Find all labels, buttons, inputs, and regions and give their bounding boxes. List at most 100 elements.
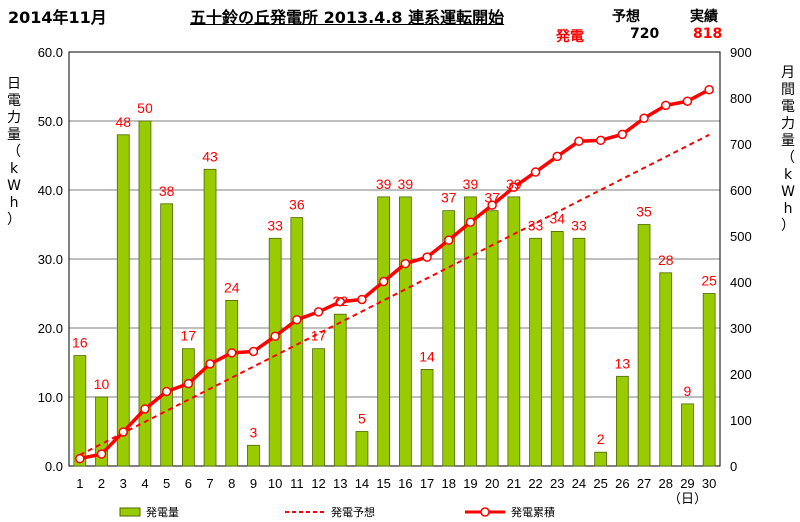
bar-data-label: 39 (398, 176, 414, 192)
bar (681, 403, 694, 467)
right-axis-title-char: 力 (781, 116, 795, 132)
cumulative-point (704, 84, 714, 95)
x-tick-label: 17 (420, 476, 434, 491)
left-tick-label: 0.0 (45, 459, 63, 474)
x-tick-label: 21 (507, 476, 521, 491)
bar-data-label: 39 (376, 176, 392, 192)
bar-data-label: 17 (181, 328, 197, 344)
cumulative-point (487, 200, 497, 210)
bar (312, 348, 325, 467)
x-tick-label: 22 (528, 476, 542, 491)
x-tick-label: 13 (333, 476, 347, 491)
bar-data-label: 13 (615, 355, 631, 371)
legend-bar-swatch (119, 507, 141, 517)
left-tick-label: 40.0 (38, 183, 63, 198)
bar (550, 230, 564, 467)
cumulative-point (400, 258, 411, 269)
bar-data-label: 5 (358, 411, 366, 427)
cumulative-point (574, 136, 584, 146)
right-axis-title-char: 間 (781, 82, 795, 98)
x-tick-label: 27 (637, 476, 651, 491)
cumulative-point (118, 427, 128, 437)
left-axis-title-char: ） (7, 212, 21, 228)
bar-data-label: 33 (571, 217, 587, 233)
bar-data-label: 25 (701, 273, 717, 289)
x-tick-label: 9 (250, 476, 257, 491)
bar (160, 203, 174, 467)
legend-forecast-label: 発電予想 (331, 505, 375, 519)
forecast-line-series (79, 133, 710, 456)
right-axis-title-char: h (784, 201, 793, 217)
bar-data-label: 14 (419, 348, 435, 364)
bar (637, 224, 651, 467)
bar (529, 237, 542, 467)
cumulative-point (227, 348, 237, 358)
left-tick-label: 50.0 (38, 114, 63, 129)
bar-data-label: 39 (506, 176, 522, 192)
bar (702, 293, 716, 467)
cumulative-point (465, 217, 476, 227)
generation-row-label: 発電 (556, 29, 584, 45)
left-tick-label: 60.0 (38, 45, 63, 60)
cumulative-point (140, 404, 150, 414)
x-tick-label: 19 (463, 476, 477, 491)
legend: 発電量 発電予想 発電累積 (119, 505, 555, 519)
x-unit-label: （日） (668, 491, 707, 506)
x-tick-label: 29 (680, 476, 694, 491)
bar (355, 431, 369, 467)
bar-data-label: 10 (94, 376, 110, 392)
bar (73, 355, 87, 467)
cumulative-point (422, 252, 432, 262)
x-tick-label: 12 (311, 476, 325, 491)
forecast-value: 720 (630, 26, 660, 42)
left-axis-title-char: k (10, 161, 19, 177)
gridlines (69, 120, 720, 398)
cumulative-point (552, 151, 562, 162)
chart-title: 五十鈴の丘発電所 2013.4.8 連系運転開始 (190, 8, 505, 27)
bar-data-label: 43 (202, 148, 218, 164)
right-tick-label: 500 (730, 229, 752, 244)
actual-value: 818 (693, 26, 723, 42)
bar (95, 396, 108, 467)
cumulative-point (639, 113, 649, 123)
bar (572, 237, 586, 467)
x-tick-label: 23 (550, 476, 564, 491)
bar-data-label: 38 (159, 183, 175, 199)
x-tick-label: 30 (702, 476, 716, 491)
bar (138, 120, 152, 467)
bar (615, 375, 629, 467)
cumulative-point (617, 129, 628, 140)
x-tick-label: 2 (98, 476, 105, 491)
x-tick-label: 26 (615, 476, 629, 491)
x-tick-label: 5 (163, 476, 170, 491)
bar-data-label: 37 (441, 190, 457, 206)
right-axis-title-char: k (784, 167, 793, 183)
x-tick-label: 15 (376, 476, 390, 491)
right-tick-label: 600 (730, 183, 752, 198)
cumulative-line (79, 88, 710, 461)
bar (181, 348, 195, 467)
bar-data-label: 34 (549, 210, 565, 226)
x-tick-label: 20 (485, 476, 499, 491)
bar-data-label: 33 (528, 217, 544, 233)
left-axis-title-char: 量 (7, 127, 21, 143)
chart-period: 2014年11月 (8, 8, 107, 27)
bar (420, 368, 434, 467)
bar-data-label: 28 (658, 252, 674, 268)
bar-data-label: 37 (484, 190, 500, 206)
x-tick-label: 6 (185, 476, 192, 491)
x-tick-label: 24 (572, 476, 586, 491)
x-tick-label: 10 (268, 476, 282, 491)
bar (594, 451, 608, 467)
forecast-column-header: 予想 (612, 9, 640, 25)
bar (377, 196, 391, 467)
bar (485, 210, 499, 467)
x-tick-label: 1 (76, 476, 83, 491)
cumulative-point (205, 359, 215, 369)
bar-data-label: 3 (250, 424, 258, 440)
bar-data-label: 16 (72, 335, 88, 351)
cumulative-point (357, 294, 367, 305)
legend-cumulative-marker (480, 507, 490, 517)
bar-data-label: 9 (684, 383, 692, 399)
